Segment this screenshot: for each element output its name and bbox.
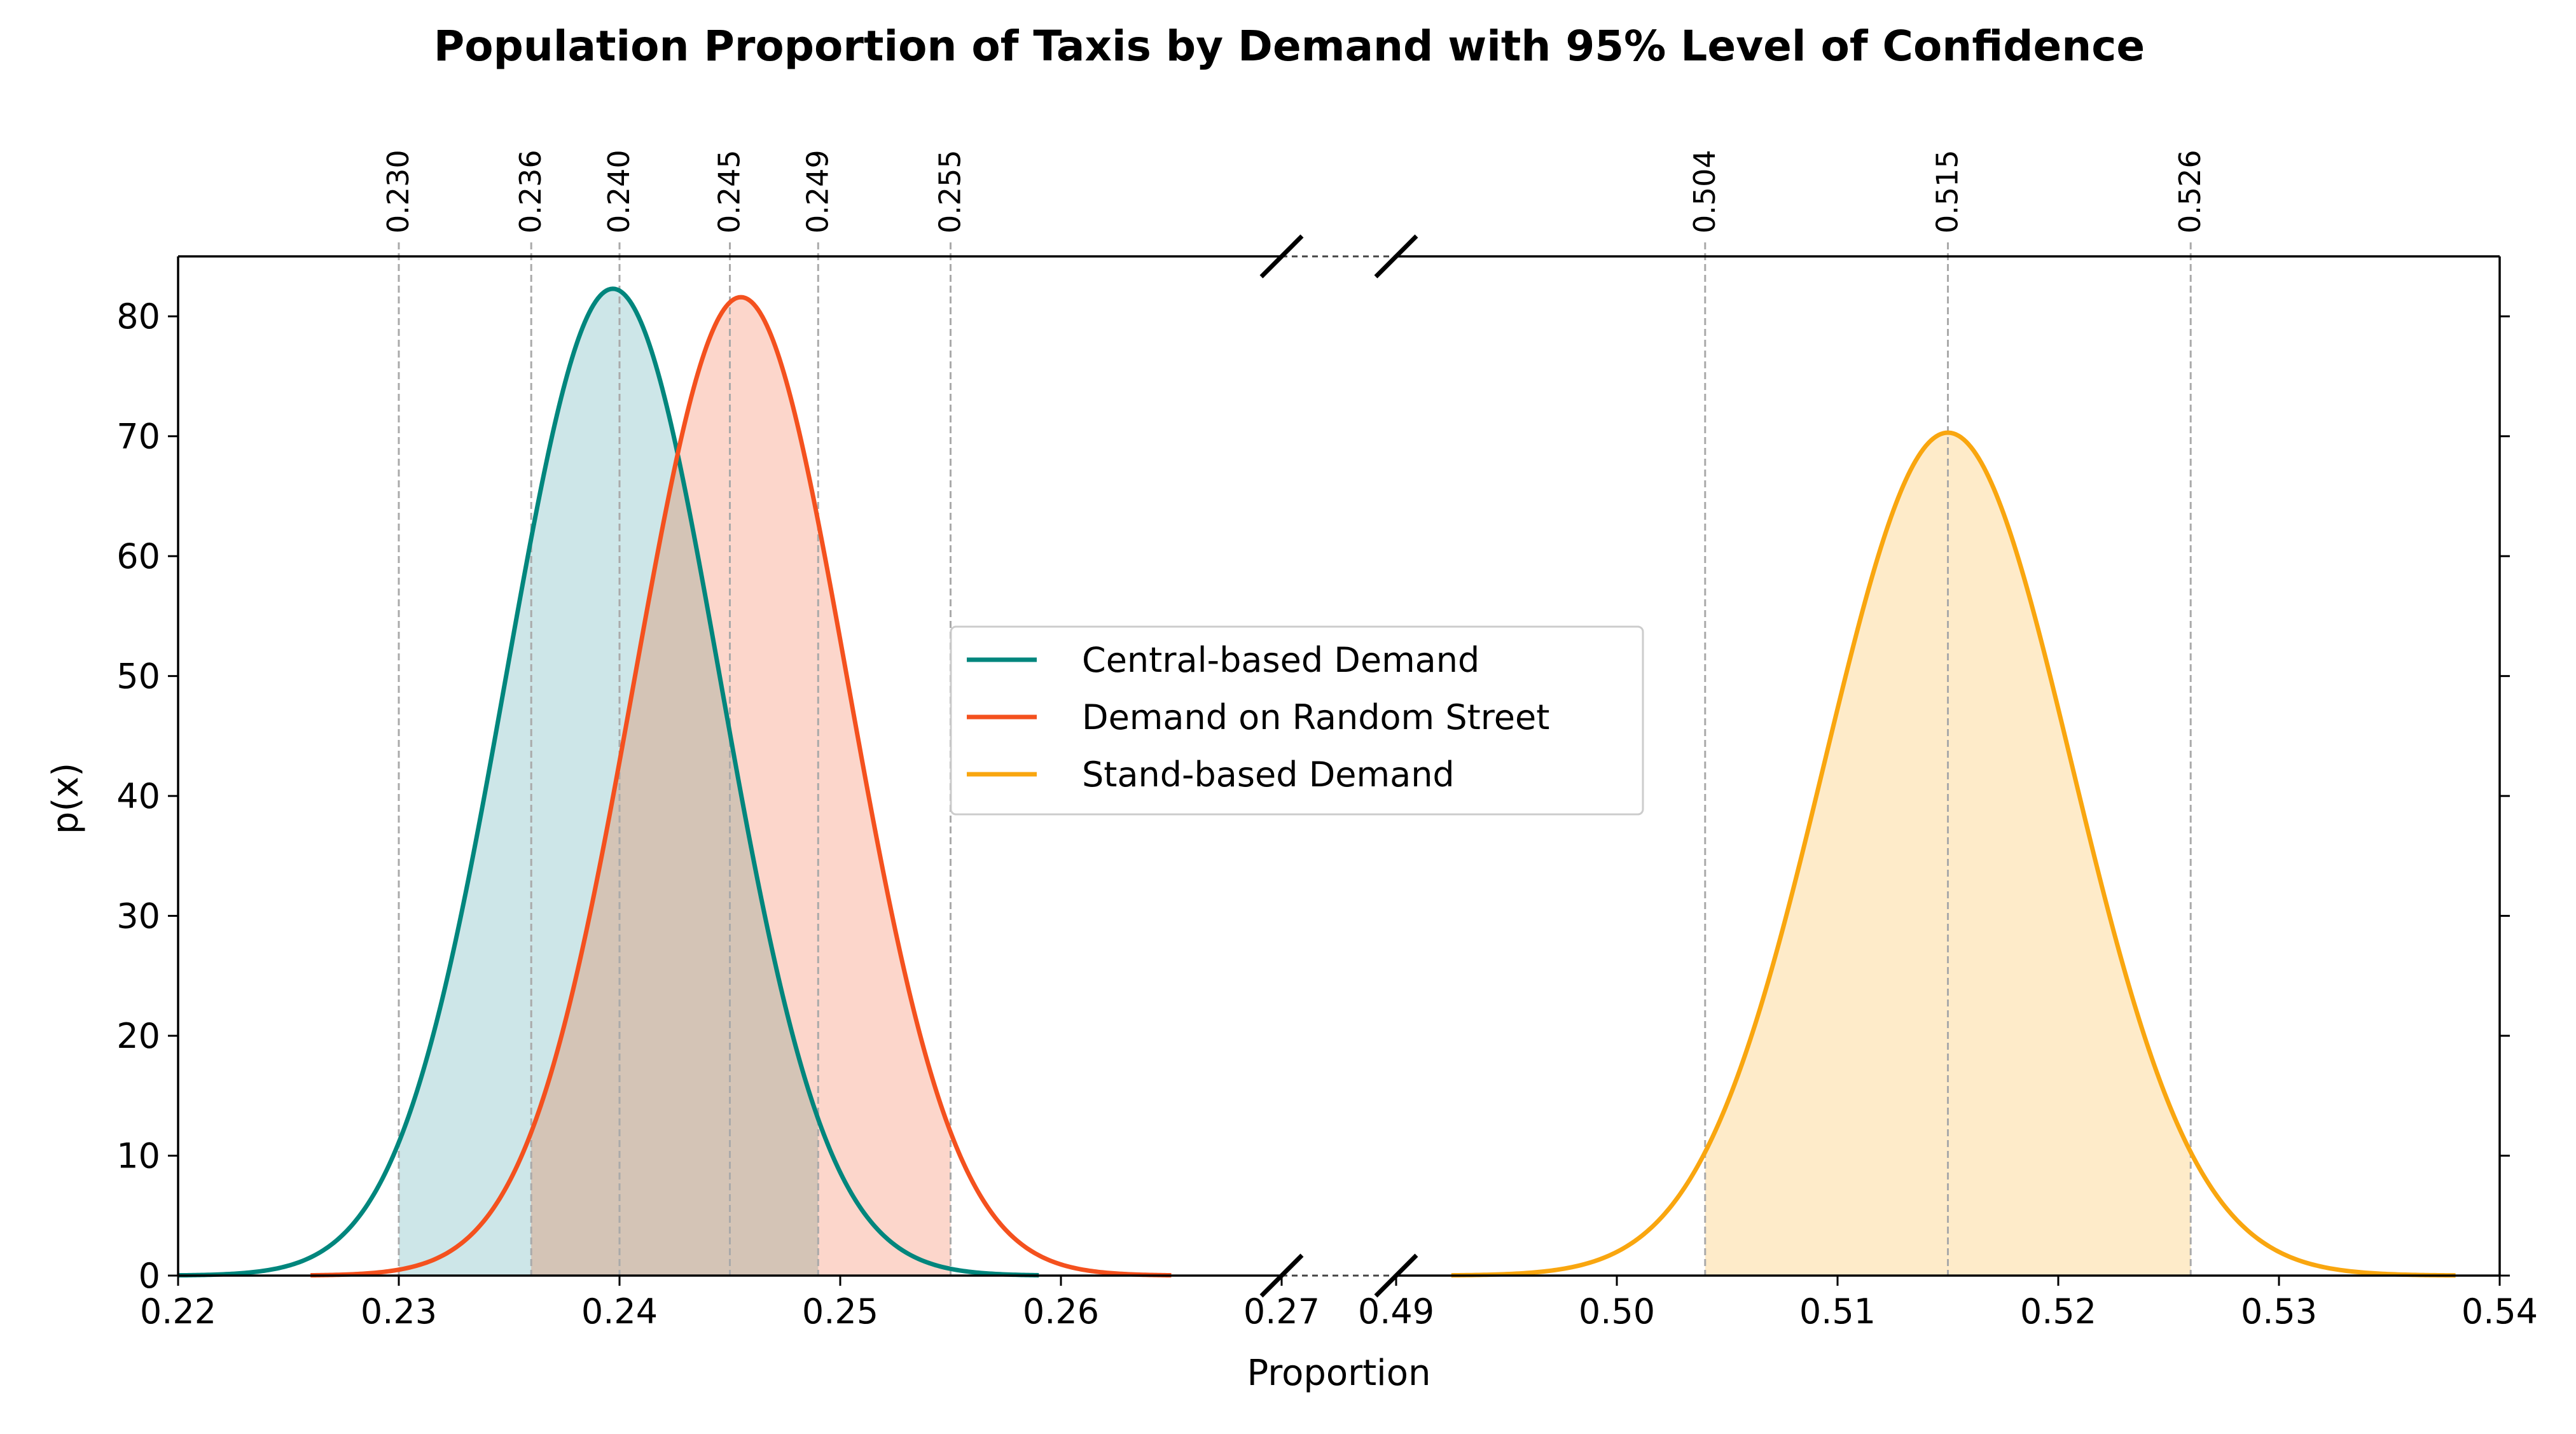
x-right-tick-label-6: 0.54 <box>2462 1291 2538 1332</box>
axes-frame <box>177 234 2501 1298</box>
reference-line-layer <box>398 242 2192 1276</box>
y-tick-label-6: 50 <box>116 657 160 697</box>
legend-box <box>950 625 1644 816</box>
x-left-tick-label-5: 0.26 <box>1023 1291 1099 1332</box>
y-tick-label-8: 70 <box>116 417 160 457</box>
y-tick-label-3: 20 <box>116 1016 160 1056</box>
top-tick-label-3: 0.240 <box>602 150 636 233</box>
x-left-tick-label-1: 0.22 <box>140 1291 216 1332</box>
y-tick-label-4: 30 <box>116 896 160 936</box>
curve-layer <box>177 286 2456 1278</box>
top-tick-label-6: 0.255 <box>933 150 967 233</box>
x-right-tick-label-4: 0.52 <box>2020 1291 2096 1332</box>
series-line-1 <box>177 286 1039 1278</box>
y-tick-label-2: 10 <box>116 1136 160 1176</box>
ci-overlap-fill <box>531 454 819 1276</box>
y-tick-label-9: 80 <box>116 296 160 337</box>
chart-title: Population Proportion of Taxis by Demand… <box>434 22 2145 71</box>
top-tick-label-4: 0.245 <box>712 150 747 233</box>
series-line-2 <box>310 295 1172 1278</box>
series-line-3 <box>1451 430 2456 1278</box>
top-tick-label-8: 0.515 <box>1930 150 1965 233</box>
axis-break-mark-3 <box>1374 234 1418 279</box>
x-left-tick-label-4: 0.25 <box>802 1291 878 1332</box>
x-axis-label: Proportion <box>1247 1353 1431 1394</box>
top-tick-label-7: 0.504 <box>1687 150 1722 233</box>
x-left-tick-label-3: 0.24 <box>581 1291 658 1332</box>
x-right-tick-label-2: 0.50 <box>1579 1291 1655 1332</box>
y-tick-label-1: 0 <box>139 1256 160 1296</box>
x-left-tick-label-6: 0.27 <box>1243 1291 1320 1332</box>
legend-label-1: Central-based Demand <box>1082 640 1479 680</box>
axis-break-mark-1 <box>1259 234 1304 279</box>
x-left-tick-label-2: 0.23 <box>361 1291 437 1332</box>
top-tick-label-9: 0.526 <box>2173 150 2207 233</box>
tick-layer: 0.230 0.236 0.240 0.245 0.249 0.255 0.504 0.515… <box>116 150 2538 1332</box>
top-tick-label-2: 0.236 <box>513 150 548 233</box>
x-right-tick-label-5: 0.53 <box>2241 1291 2317 1332</box>
legend: Central-based Demand Demand on Random Str… <box>950 625 1644 816</box>
legend-label-3: Stand-based Demand <box>1082 755 1455 795</box>
x-right-tick-label-1: 0.49 <box>1358 1291 1434 1332</box>
y-tick-label-5: 40 <box>116 776 160 816</box>
y-axis-label: p(x) <box>45 763 87 834</box>
legend-label-2: Demand on Random Street <box>1082 697 1549 737</box>
x-right-tick-label-3: 0.51 <box>1799 1291 1876 1332</box>
y-tick-label-7: 60 <box>116 536 160 576</box>
top-tick-label-1: 0.230 <box>381 150 415 233</box>
top-tick-label-5: 0.249 <box>800 150 834 233</box>
